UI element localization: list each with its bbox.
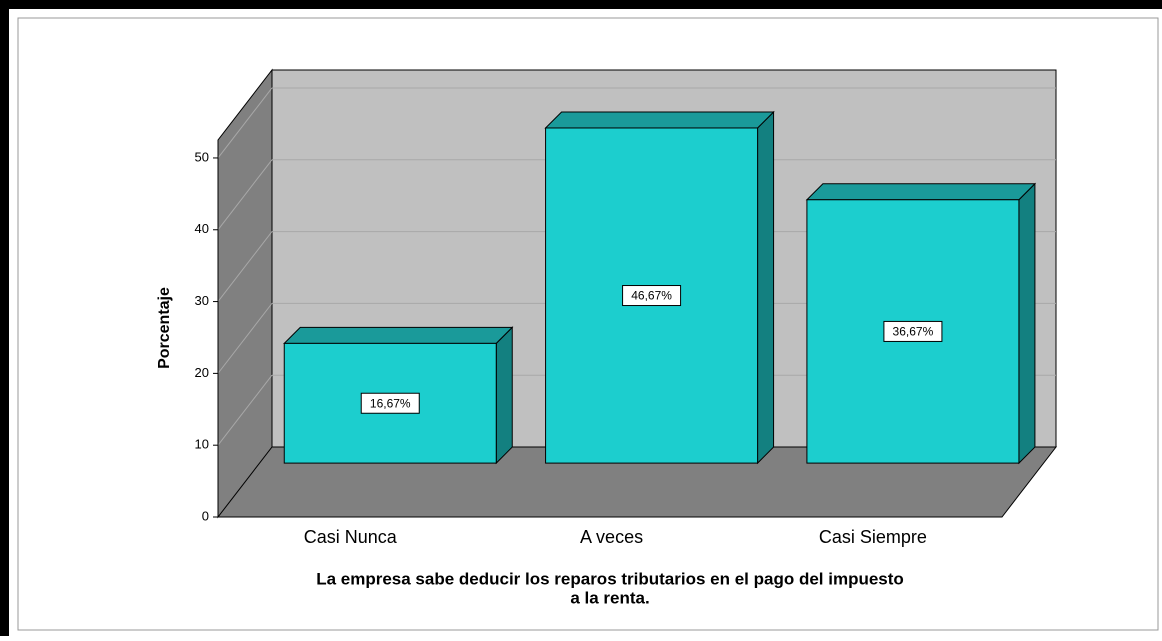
value-label-box: [622, 285, 682, 307]
value-label-box: [360, 392, 420, 414]
bar-top: [805, 183, 1037, 201]
y-tick-label: 0: [202, 508, 209, 523]
x-axis-label: La empresa sabe deducir los reparos trib…: [316, 569, 904, 588]
bar-side: [1018, 182, 1036, 465]
y-axis-label: Porcentaje: [156, 287, 173, 369]
border-top: [0, 0, 1162, 9]
x-tick-label: Casi Siempre: [819, 527, 927, 547]
bar-side: [495, 326, 513, 465]
grid-line: [217, 87, 273, 159]
x-axis-label: a la renta.: [570, 588, 649, 607]
value-label-box: [883, 320, 943, 342]
grid-line: [217, 159, 273, 231]
y-tick-label: 40: [195, 221, 209, 236]
border-left: [0, 0, 9, 636]
value-label: 46,67%: [631, 289, 672, 303]
x-tick-label: A veces: [580, 527, 643, 547]
frame: [17, 17, 1159, 631]
grid-line: [217, 303, 273, 374]
grid-line: [217, 374, 273, 446]
left-wall: [217, 68, 273, 519]
x-tick-label: Casi Nunca: [304, 527, 398, 547]
y-tick-label: 10: [195, 437, 209, 452]
y-tick-label: 50: [195, 149, 209, 164]
y-tick-label: 20: [195, 365, 209, 380]
value-label: 16,67%: [370, 396, 411, 410]
value-label: 36,67%: [893, 325, 934, 339]
bar-side: [757, 110, 775, 465]
floor: [216, 446, 1058, 518]
bar-top: [544, 111, 775, 129]
grid-line: [217, 231, 273, 302]
y-tick-label: 30: [195, 293, 209, 308]
bar-top: [283, 326, 514, 344]
